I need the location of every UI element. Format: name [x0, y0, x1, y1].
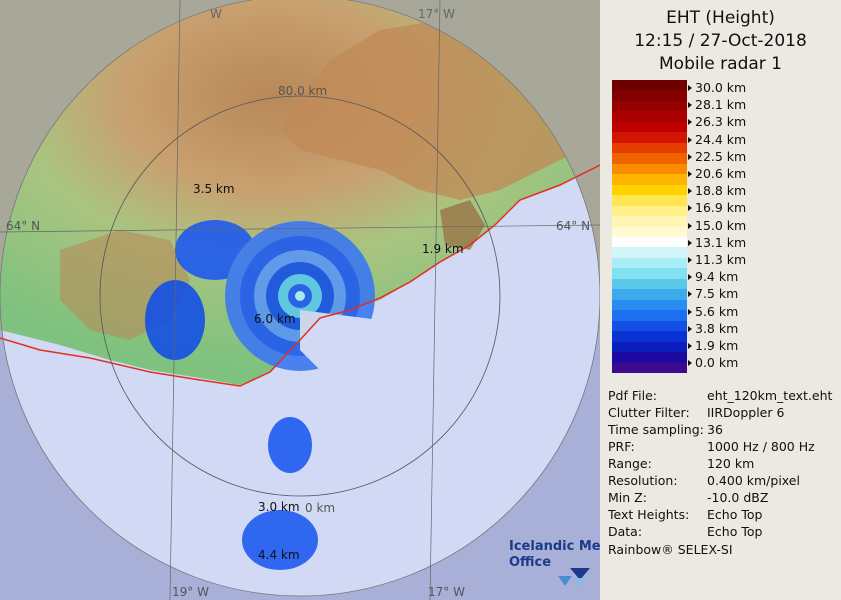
colorbar-swatch — [612, 226, 687, 238]
range-ring-label-bottom: 0 km — [305, 501, 335, 515]
colorbar-swatch — [612, 174, 687, 186]
colorbar-label: 16.9 km — [695, 200, 747, 216]
colorbar-tick-icon — [688, 188, 692, 195]
colorbar-swatch — [612, 268, 687, 280]
colorbar-swatch — [612, 299, 687, 311]
colorbar-swatch — [612, 247, 687, 259]
colorbar-swatch — [612, 310, 687, 322]
height-colorbar — [612, 80, 687, 374]
colorbar-swatch — [612, 184, 687, 196]
range-rings — [0, 0, 600, 597]
logo-text-line1: Icelandic Met — [509, 539, 600, 554]
colorbar-label: 28.1 km — [695, 97, 747, 113]
colorbar-swatch — [612, 111, 687, 123]
colorbar-swatch — [612, 257, 687, 269]
radar-name: Mobile radar 1 — [659, 54, 782, 74]
colorbar-swatch — [612, 362, 687, 374]
colorbar-tick-icon — [688, 325, 692, 332]
range-ring-label-top: 80.0 km — [278, 84, 327, 98]
colorbar-swatch — [612, 132, 687, 144]
height-label: 3.5 km — [193, 182, 235, 196]
lon-label-top-left: W — [210, 7, 222, 21]
colorbar-tick-icon — [688, 274, 692, 281]
colorbar-label: 24.4 km — [695, 131, 747, 147]
colorbar-swatch — [612, 352, 687, 364]
height-label: 3.0 km — [258, 500, 300, 514]
colorbar-label: 15.0 km — [695, 217, 747, 233]
colorbar-tick-icon — [688, 360, 692, 367]
colorbar-swatch — [612, 90, 687, 102]
height-label: 1.9 km — [422, 242, 464, 256]
colorbar-label: 20.6 km — [695, 166, 747, 181]
colorbar-tick-icon — [688, 257, 692, 263]
colorbar-swatch — [612, 216, 687, 227]
height-label: 6.0 km — [254, 312, 296, 326]
colorbar-tick-icon — [688, 239, 692, 246]
colorbar-tick-icon — [688, 291, 692, 298]
colorbar-swatch — [612, 142, 687, 154]
graticule — [0, 0, 600, 600]
lat-label-left: 64° N — [6, 219, 40, 233]
colorbar-swatch — [612, 341, 687, 353]
lon-label-top-right: 17° W — [418, 7, 455, 21]
colorbar-label: 3.8 km — [695, 320, 739, 336]
footer-credit: Rainbow® SELEX-SI — [608, 542, 733, 557]
colorbar-tick-icon — [688, 222, 692, 229]
colorbar-label: 5.6 km — [695, 303, 739, 319]
colorbar-tick-icon — [688, 119, 692, 126]
colorbar-label: 0.0 km — [695, 355, 739, 371]
colorbar-swatch — [612, 100, 687, 112]
colorbar-tick-icon — [688, 205, 692, 212]
colorbar-swatch — [612, 278, 687, 290]
lat-label-right: 64° N — [556, 219, 590, 233]
colorbar-swatch — [612, 205, 687, 217]
colorbar-label: 26.3 km — [695, 114, 747, 130]
colorbar-tick-icon — [688, 343, 692, 349]
colorbar-swatch — [612, 163, 687, 175]
colorbar-tick-icon — [688, 153, 692, 160]
coastline — [0, 164, 600, 387]
radar-map: W 17° W 19° W 17° W 64° N 64° N 80.0 km … — [0, 0, 600, 600]
colorbar-tick-icon — [688, 308, 692, 315]
colorbar-label: 1.9 km — [695, 338, 739, 353]
colorbar-swatch — [612, 121, 687, 133]
logo-triangle-icon — [570, 568, 590, 580]
height-label: 4.4 km — [258, 548, 300, 562]
colorbar-swatch — [612, 289, 687, 301]
colorbar-label: 9.4 km — [695, 269, 739, 285]
colorbar-label: 7.5 km — [695, 286, 739, 302]
colorbar-swatch — [612, 153, 687, 165]
product-title: EHT (Height) — [666, 8, 775, 28]
lon-label-bottom-left: 19° W — [172, 585, 209, 599]
colorbar-swatch — [612, 80, 687, 91]
colorbar-tick-icon — [688, 136, 692, 143]
colorbar-tick-icon — [688, 102, 692, 109]
logo-triangle-icon — [558, 576, 572, 586]
logo-triangle-icon — [572, 578, 586, 588]
glacier-peak — [440, 200, 485, 250]
colorbar-label: 22.5 km — [695, 148, 747, 164]
colorbar-swatch — [612, 195, 687, 207]
imo-logo: Icelandic Met Office — [509, 539, 600, 588]
colorbar-label: 11.3 km — [695, 252, 747, 267]
product-datetime: 12:15 / 27-Oct-2018 — [634, 31, 807, 51]
colorbar-swatch — [612, 320, 687, 332]
colorbar-label: 18.8 km — [695, 183, 747, 199]
colorbar-swatch — [612, 236, 687, 248]
colorbar-tick-icon — [688, 171, 692, 177]
colorbar-label: 13.1 km — [695, 234, 747, 250]
lon-label-bottom-right: 17° W — [428, 585, 465, 599]
radar-echo — [145, 220, 390, 570]
colorbar-swatch — [612, 331, 687, 343]
colorbar-label: 30.0 km — [695, 80, 747, 95]
logo-text-line2: Office — [509, 555, 551, 570]
colorbar-tick-icon — [688, 85, 692, 91]
